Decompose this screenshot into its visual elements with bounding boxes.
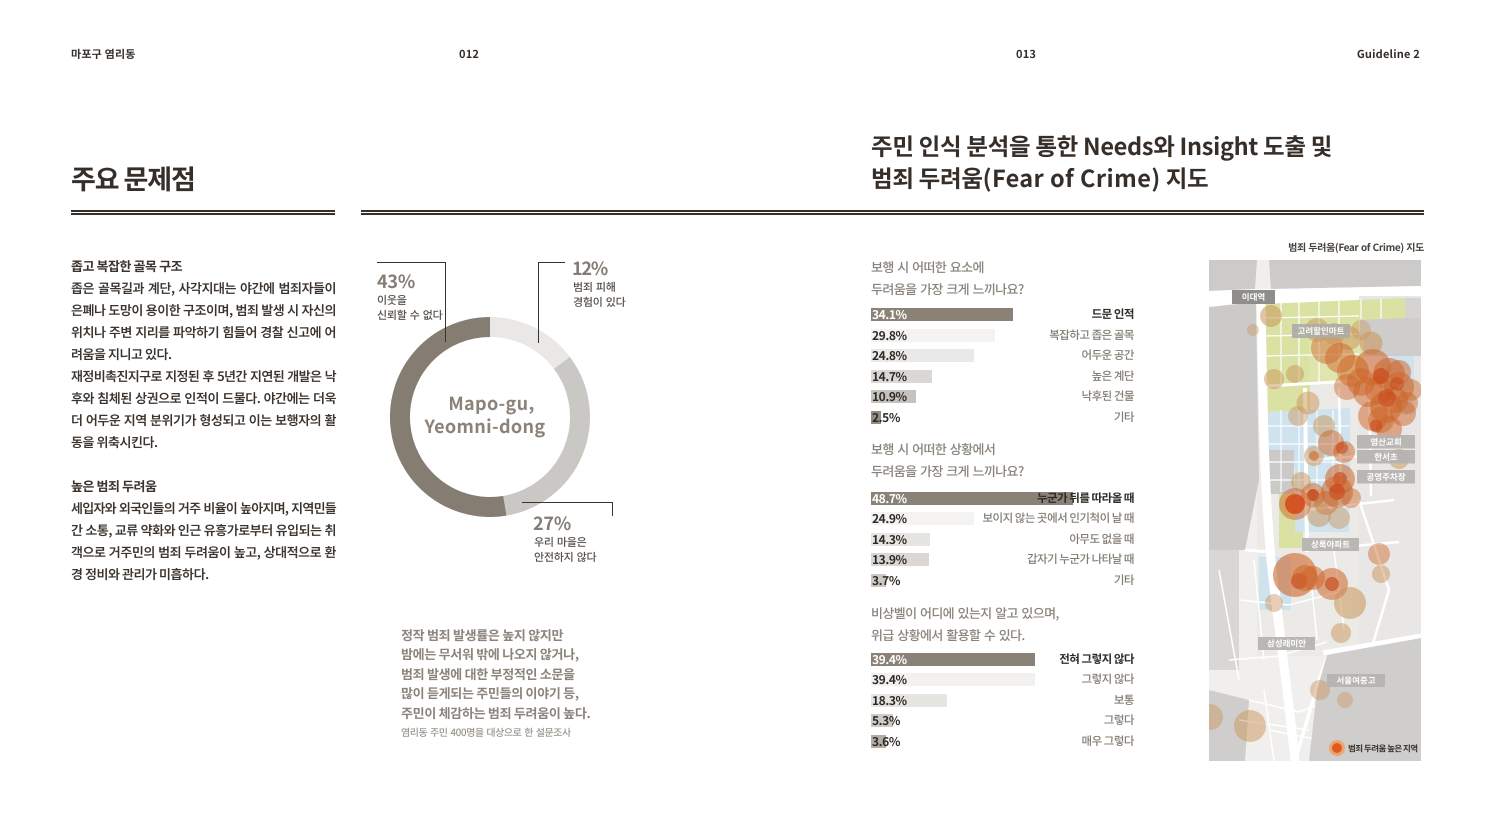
svg-text:이대역: 이대역 xyxy=(1242,291,1265,303)
svg-text:서울여중고: 서울여중고 xyxy=(1336,675,1375,687)
svg-text:삼성래미안: 삼성래미안 xyxy=(1267,638,1306,650)
svg-text:범죄 두려움 높은 지역: 범죄 두려움 높은 지역 xyxy=(1348,743,1418,755)
svg-text:고려할인마트: 고려할인마트 xyxy=(1298,325,1345,337)
svg-text:염산교회: 염산교회 xyxy=(1370,436,1401,448)
svg-text:공영주차장: 공영주차장 xyxy=(1366,471,1405,483)
svg-text:상록아파트: 상록아파트 xyxy=(1311,539,1350,551)
svg-text:한서초: 한서초 xyxy=(1374,451,1398,463)
